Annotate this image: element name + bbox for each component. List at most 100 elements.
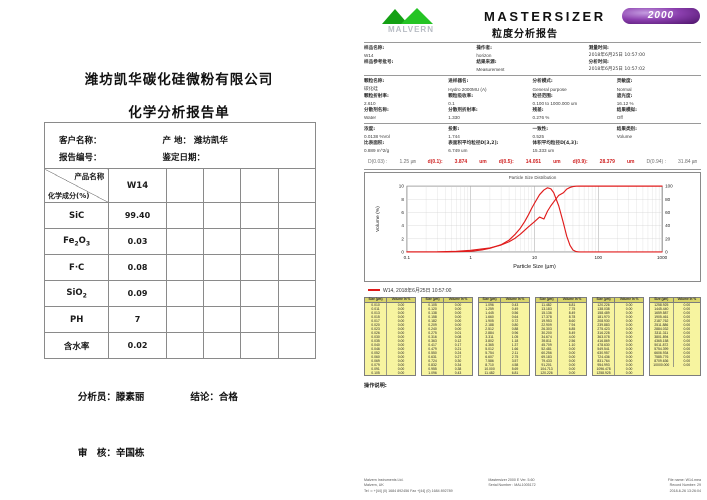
table-row: 91.201 0.00 (536, 363, 586, 368)
footer-line: Malvern Instruments Ltd. (364, 477, 404, 482)
table-row: SiO2 0.09 (43, 280, 317, 307)
table-cell: 0.00 (397, 335, 405, 340)
table-cell: 0.00 (397, 318, 405, 323)
field-value: Volume (616, 134, 633, 140)
d003-label: D(0.03) : (368, 158, 388, 165)
table-cell: 0.00 (397, 351, 405, 356)
table-cell: 0.00 (683, 318, 691, 323)
table-cell: 8709.636 (650, 359, 674, 364)
table-cell: 1096.478 (593, 367, 616, 372)
table-cell: 0.00 (397, 363, 405, 368)
field-value: 2018年6月25日 10:57:02 (588, 67, 645, 73)
table-row: 10.000 5.69 (479, 367, 529, 372)
table-row: 3801.894 0.00 (650, 335, 700, 340)
table-cell: 0.34 (454, 363, 462, 368)
table-cell: 0.00 (683, 322, 691, 327)
table-row: 120.226 0.00 (593, 302, 643, 307)
y-tick-label: 4 (401, 223, 404, 228)
chart-series-1 (406, 186, 663, 253)
field-label: 表面积平均粒径D[3,2]: (448, 141, 499, 147)
table-cell: 7.75 (568, 306, 576, 311)
table-cell: 3.57 (511, 359, 519, 364)
x-tick-label: 10 (532, 254, 538, 259)
table-cell: 5754.399 (650, 347, 674, 352)
table-row: 630.957 0.00 (593, 351, 643, 356)
table-cell: 0.00 (454, 326, 462, 331)
column-header: Volume In % (557, 297, 586, 303)
table-cell: 17.378 (536, 314, 559, 319)
table-cell: 34.674 (536, 335, 559, 340)
field-label: 比表面积: (364, 141, 385, 147)
table-cell: 3.802 (479, 339, 502, 344)
d09-value: 28.379 (599, 158, 615, 165)
footer-company: Malvern Instruments Ltd. Malvern, UK Tel :… (364, 478, 470, 494)
footer-line: Serial Number : MAL1005172 (488, 483, 536, 488)
table-cell: 0.030 (365, 335, 388, 340)
customer-label: 客户名称： (59, 136, 102, 147)
table-cell: 0.00 (683, 347, 691, 352)
field-label: 投影: (448, 127, 460, 133)
column-header: Volume In % (673, 297, 700, 303)
table-cell: 5.012 (479, 347, 502, 352)
table-row: 0.017 0.00 (365, 318, 415, 323)
table-cell: 0.105 (422, 302, 445, 307)
divider (364, 75, 701, 77)
table-cell: 0.091 (365, 367, 388, 372)
empty-cell (240, 332, 279, 359)
dispersant-column: 进样器名: Hydro 2000MU (A) 颗粒吸收率: 0.1 分散剂折射率… (448, 78, 532, 121)
row-label: SiO2 (43, 280, 110, 307)
table-row: 0.020 0.00 (365, 322, 415, 327)
table-row: 含水率 0.02 (43, 332, 317, 359)
table-row: 6.607 2.75 (479, 355, 529, 360)
table-cell: 0.64 (511, 314, 519, 319)
table-cell: 0.209 (422, 322, 445, 327)
table-cell: 0.079 (365, 363, 388, 368)
y-tick-label: 0 (401, 249, 404, 254)
table-row: 0.363 0.12 (422, 339, 472, 344)
empty-cell (277, 254, 317, 281)
table-cell: 0.724 (422, 359, 445, 364)
table-cell: 0.00 (625, 367, 633, 372)
table-cell: 0.00 (454, 314, 462, 319)
table-cell: 1.37 (511, 343, 519, 348)
table-cell: 0.00 (683, 314, 691, 319)
particle-size-distribution-chart: Particle Size Distribution 0.1 1 10 100 1000… (364, 171, 701, 282)
column-header: Size (µm) (536, 297, 559, 303)
analyst-label: 分析员： (77, 392, 116, 403)
table-row: 0.417 0.17 (422, 343, 472, 348)
empty-cell (165, 228, 205, 255)
table-row: 954.993 0.00 (593, 363, 643, 368)
table-cell: 416.869 (593, 339, 616, 344)
table-cell: 0.550 (422, 351, 445, 356)
chart-svg: 0.1 1 10 100 10000246810020406080100Particle… (375, 183, 673, 269)
origin-label: 产 地： (162, 136, 191, 147)
field-value: Measurement (476, 67, 505, 73)
model-badge: 2000 (622, 8, 700, 24)
table-cell: 0.00 (397, 306, 405, 311)
table-row: 1.259 0.49 (479, 306, 529, 311)
column-header: Volume In % (614, 297, 643, 303)
table-cell: 0.00 (568, 363, 576, 368)
table-cell: 2511.886 (650, 322, 674, 327)
y-tick-label: 6 (401, 210, 404, 215)
table-row: 0.158 0.00 (422, 314, 472, 319)
row-value: 0.02 (108, 332, 167, 359)
table-cell: 0.00 (568, 351, 576, 356)
table-row: 1905.461 0.00 (650, 314, 700, 319)
table-cell: 138.038 (593, 306, 616, 311)
table-row: 0.631 0.27 (422, 355, 472, 360)
table-row: 26.303 6.85 (536, 326, 586, 331)
table-row: 1.096 0.43 (479, 302, 529, 307)
table-cell: 30.200 (536, 331, 559, 336)
table-cell: 1258.925 (593, 371, 616, 376)
table-row: 5.754 2.11 (479, 351, 529, 356)
legend-label: W14, 2018年6月25日 10:57:00 (383, 287, 452, 294)
table-cell: 0.08 (454, 335, 462, 340)
table-header-row: Size (µm) Volume In % (593, 297, 643, 303)
table-row: 2.188 0.80 (479, 322, 529, 327)
empty-cell (165, 306, 205, 333)
table-cell: 0.56 (511, 310, 519, 315)
table-row: 104.713 0.00 (536, 367, 586, 372)
table-row: 0.010 0.00 (365, 302, 415, 307)
table-cell: 478.630 (593, 343, 616, 348)
